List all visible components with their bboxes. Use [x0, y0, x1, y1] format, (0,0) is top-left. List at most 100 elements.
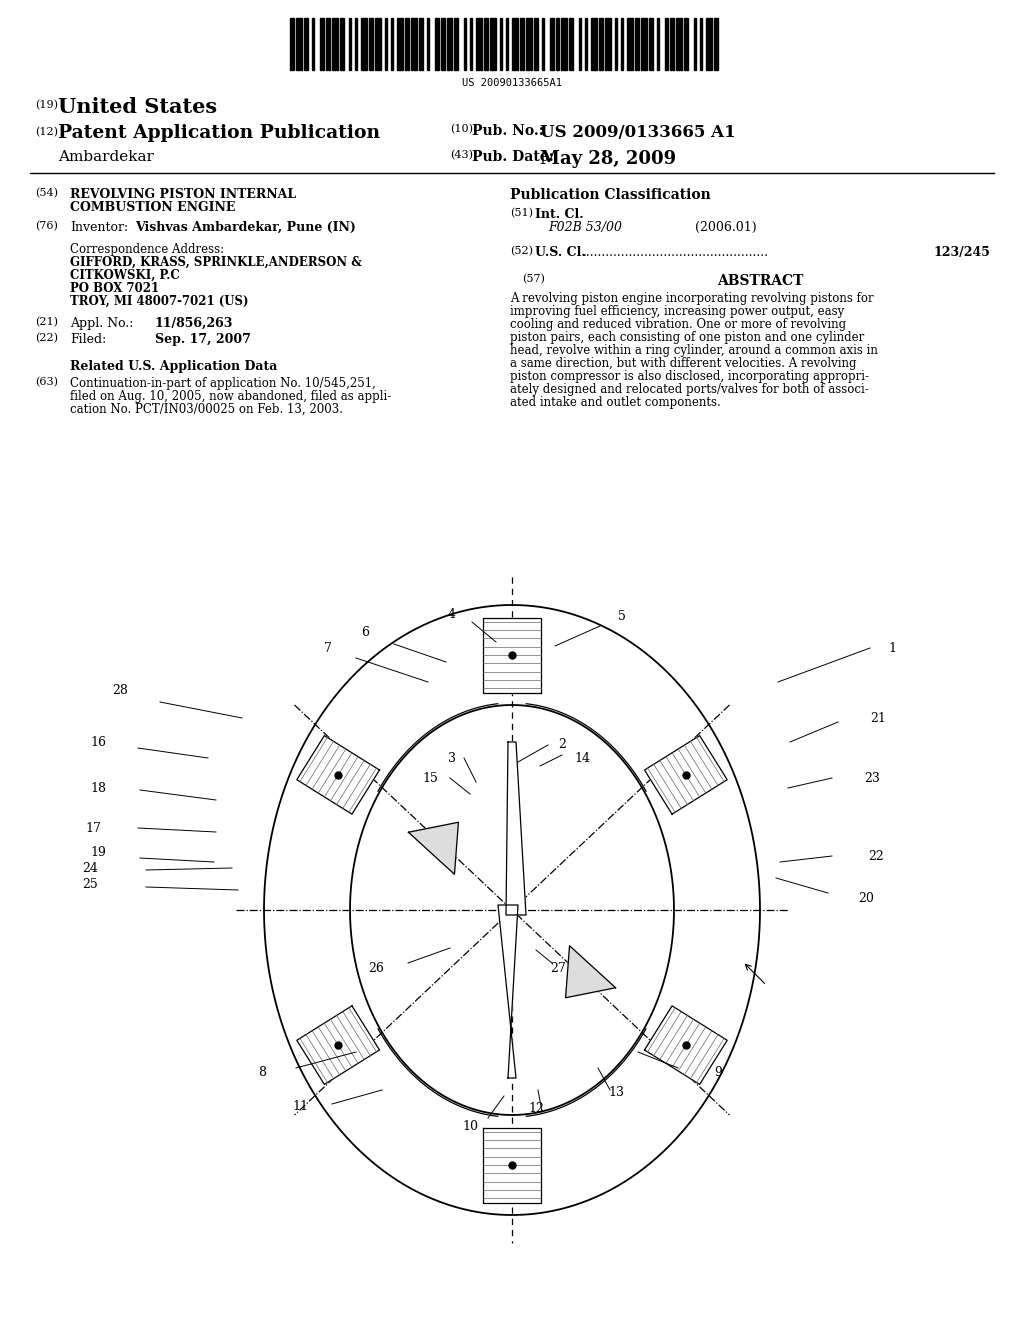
Bar — [332, 18, 338, 70]
Bar — [375, 18, 381, 70]
Text: US 20090133665A1: US 20090133665A1 — [462, 78, 562, 88]
Text: 123/245: 123/245 — [933, 246, 990, 259]
Bar — [464, 18, 466, 70]
Text: GIFFORD, KRASS, SPRINKLE,ANDERSON &: GIFFORD, KRASS, SPRINKLE,ANDERSON & — [70, 256, 361, 269]
Text: 27: 27 — [550, 961, 566, 974]
Text: cation No. PCT/IN03/00025 on Feb. 13, 2003.: cation No. PCT/IN03/00025 on Feb. 13, 20… — [70, 403, 343, 416]
Bar — [370, 18, 373, 70]
Text: 19: 19 — [90, 846, 105, 858]
Polygon shape — [498, 906, 518, 1078]
Text: 15: 15 — [422, 771, 438, 784]
Bar — [561, 18, 567, 70]
Text: CITKOWSKI, P.C: CITKOWSKI, P.C — [70, 269, 180, 282]
Bar — [455, 18, 459, 70]
Text: (54): (54) — [35, 187, 58, 198]
Text: cooling and reduced vibration. One or more of revolving: cooling and reduced vibration. One or mo… — [510, 318, 846, 331]
Bar — [621, 18, 623, 70]
Text: (76): (76) — [35, 220, 58, 231]
Text: (51): (51) — [510, 209, 534, 218]
Polygon shape — [483, 1127, 541, 1203]
Text: 26: 26 — [368, 961, 384, 974]
Text: 11: 11 — [292, 1100, 308, 1113]
Text: Related U.S. Application Data: Related U.S. Application Data — [70, 360, 278, 374]
Text: Vishvas Ambardekar, Pune (IN): Vishvas Ambardekar, Pune (IN) — [135, 220, 356, 234]
Text: Int. Cl.: Int. Cl. — [535, 209, 584, 220]
Bar — [656, 18, 658, 70]
Text: improving fuel efficiency, increasing power output, easy: improving fuel efficiency, increasing po… — [510, 305, 844, 318]
Text: REVOLVING PISTON INTERNAL: REVOLVING PISTON INTERNAL — [70, 187, 296, 201]
Bar — [385, 18, 387, 70]
Bar — [470, 18, 472, 70]
Text: filed on Aug. 10, 2005, now abandoned, filed as appli-: filed on Aug. 10, 2005, now abandoned, f… — [70, 389, 391, 403]
Bar — [427, 18, 429, 70]
Text: a same direction, but with different velocities. A revolving: a same direction, but with different vel… — [510, 356, 856, 370]
Bar — [525, 18, 531, 70]
Text: PO BOX 7021: PO BOX 7021 — [70, 282, 159, 294]
Bar — [520, 18, 524, 70]
Bar — [440, 18, 444, 70]
Text: (19): (19) — [35, 100, 58, 111]
Text: 9: 9 — [714, 1065, 722, 1078]
Polygon shape — [483, 618, 541, 693]
Bar — [304, 18, 308, 70]
Bar — [694, 18, 696, 70]
Text: Filed:: Filed: — [70, 333, 106, 346]
Polygon shape — [644, 1006, 727, 1085]
Bar — [605, 18, 611, 70]
Text: (22): (22) — [35, 333, 58, 343]
Text: Correspondence Address:: Correspondence Address: — [70, 243, 224, 256]
Bar — [434, 18, 438, 70]
Text: 21: 21 — [870, 711, 886, 725]
Text: ABSTRACT: ABSTRACT — [717, 275, 803, 288]
Text: Appl. No.:: Appl. No.: — [70, 317, 133, 330]
Text: 20: 20 — [858, 891, 873, 904]
Text: Sep. 17, 2007: Sep. 17, 2007 — [155, 333, 251, 346]
Text: U.S. Cl.: U.S. Cl. — [535, 246, 586, 259]
Bar — [591, 18, 597, 70]
Text: (43): (43) — [450, 150, 473, 160]
Polygon shape — [409, 822, 459, 874]
Bar — [580, 18, 582, 70]
Bar — [349, 18, 351, 70]
Bar — [665, 18, 669, 70]
Text: Inventor:: Inventor: — [70, 220, 128, 234]
Text: 3: 3 — [449, 751, 456, 764]
Text: 2: 2 — [558, 738, 566, 751]
Text: 13: 13 — [608, 1085, 624, 1098]
Bar — [397, 18, 403, 70]
Text: 1: 1 — [888, 642, 896, 655]
Text: piston pairs, each consisting of one piston and one cylinder: piston pairs, each consisting of one pis… — [510, 331, 864, 345]
Text: 25: 25 — [82, 879, 98, 891]
Bar — [569, 18, 573, 70]
Text: COMBUSTION ENGINE: COMBUSTION ENGINE — [70, 201, 236, 214]
Text: head, revolve within a ring cylinder, around a common axis in: head, revolve within a ring cylinder, ar… — [510, 345, 878, 356]
Text: 22: 22 — [868, 850, 884, 862]
Text: Pub. No.:: Pub. No.: — [472, 124, 544, 139]
Text: 5: 5 — [618, 610, 626, 623]
Text: 8: 8 — [258, 1065, 266, 1078]
Text: United States: United States — [58, 96, 217, 117]
Text: 11/856,263: 11/856,263 — [155, 317, 233, 330]
Text: Continuation-in-part of application No. 10/545,251,: Continuation-in-part of application No. … — [70, 378, 376, 389]
Text: (10): (10) — [450, 124, 473, 135]
Text: 16: 16 — [90, 735, 106, 748]
Bar — [586, 18, 587, 70]
Text: 4: 4 — [449, 607, 456, 620]
Text: ately designed and relocated ports/valves for both of associ-: ately designed and relocated ports/valve… — [510, 383, 868, 396]
Bar — [671, 18, 675, 70]
Bar — [296, 18, 302, 70]
Text: (63): (63) — [35, 378, 58, 387]
Text: (57): (57) — [522, 275, 545, 284]
Bar — [648, 18, 652, 70]
Polygon shape — [565, 945, 615, 998]
Text: F02B 53/00: F02B 53/00 — [548, 220, 622, 234]
Bar — [500, 18, 502, 70]
Bar — [684, 18, 688, 70]
Polygon shape — [506, 742, 526, 915]
Text: (2006.01): (2006.01) — [695, 220, 757, 234]
Bar — [677, 18, 682, 70]
Polygon shape — [297, 735, 380, 814]
Bar — [290, 18, 294, 70]
Text: 12: 12 — [528, 1101, 544, 1114]
Bar — [446, 18, 453, 70]
